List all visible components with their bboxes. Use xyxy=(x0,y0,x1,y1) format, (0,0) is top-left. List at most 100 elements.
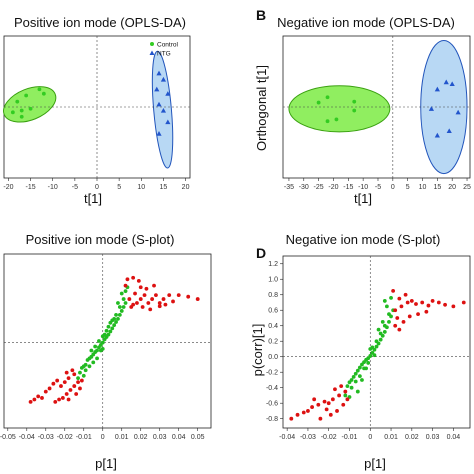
data-point xyxy=(426,303,431,308)
data-point xyxy=(352,108,357,113)
data-point xyxy=(345,397,350,402)
data-point xyxy=(335,409,339,413)
x-tick-label: 0.03 xyxy=(426,434,440,441)
x-tick-label: 10 xyxy=(137,184,145,191)
data-point xyxy=(117,305,122,309)
x-tick-label: -15 xyxy=(26,184,36,191)
x-tick-label: 15 xyxy=(160,184,168,191)
data-point xyxy=(127,297,132,301)
data-point xyxy=(36,394,41,399)
y-tick-label: 0.4 xyxy=(268,323,278,330)
x-tick-label: -5 xyxy=(72,184,78,191)
data-point xyxy=(455,109,461,115)
y-tick-label: -0.4 xyxy=(266,385,278,392)
x-tick-label: -35 xyxy=(284,184,294,191)
data-point xyxy=(123,289,128,294)
data-point xyxy=(68,388,73,392)
data-point xyxy=(357,365,362,370)
data-point xyxy=(116,316,120,321)
y-tick-label: -0.6 xyxy=(266,401,278,408)
data-point xyxy=(349,378,354,382)
data-point xyxy=(434,86,440,92)
data-point xyxy=(89,348,94,353)
data-point xyxy=(138,285,143,290)
data-point xyxy=(160,107,167,113)
legend-marker xyxy=(150,42,154,46)
x-tick-label: 0 xyxy=(101,434,105,441)
data-point xyxy=(131,275,136,280)
data-point xyxy=(91,360,96,365)
data-point xyxy=(160,76,167,82)
data-point xyxy=(334,117,339,122)
data-point xyxy=(87,364,92,369)
data-point xyxy=(41,91,46,96)
data-point xyxy=(360,378,364,382)
data-point xyxy=(156,101,162,107)
data-point xyxy=(121,297,126,301)
data-point xyxy=(74,392,79,396)
data-point xyxy=(393,308,398,313)
data-point xyxy=(114,320,118,324)
plot-frame xyxy=(282,255,471,429)
data-point xyxy=(57,397,61,402)
data-point xyxy=(407,314,412,319)
data-point xyxy=(19,108,24,113)
data-point xyxy=(428,106,435,111)
x-tick-label: 0.05 xyxy=(191,434,205,441)
x-tick-label: 0.04 xyxy=(447,434,461,441)
data-point xyxy=(78,370,82,375)
data-point xyxy=(337,393,341,398)
x-tick-label: -0.05 xyxy=(0,434,16,441)
x-tick-label: 20 xyxy=(182,184,190,191)
data-point xyxy=(108,329,113,334)
data-point xyxy=(176,293,181,298)
data-point xyxy=(451,304,456,309)
data-point xyxy=(366,361,371,365)
x-tick-label: -0.03 xyxy=(38,434,54,441)
data-point xyxy=(345,384,350,389)
data-point xyxy=(131,302,136,307)
data-point xyxy=(144,286,149,291)
legend-entry: NTG xyxy=(157,50,171,57)
data-point xyxy=(133,291,137,296)
data-point xyxy=(152,283,156,288)
data-point xyxy=(100,347,105,351)
data-point xyxy=(112,316,117,321)
data-point xyxy=(368,347,373,351)
data-point xyxy=(322,399,327,404)
x-tick-label: 20 xyxy=(448,184,456,191)
x-tick-label: 5 xyxy=(406,184,410,191)
data-point xyxy=(163,302,168,307)
data-point xyxy=(81,373,86,378)
data-point xyxy=(116,301,120,305)
chart-negative-splot: Negative ion mode (S-plot) p[1] p(corr)[… xyxy=(250,232,471,471)
x-tick-label: -10 xyxy=(48,184,58,191)
data-point xyxy=(339,384,344,389)
legend-entry: Control xyxy=(157,41,179,48)
data-point xyxy=(62,380,67,385)
data-point xyxy=(195,297,200,301)
data-point xyxy=(171,299,175,304)
x-tick-label: -0.04 xyxy=(279,434,295,441)
data-point xyxy=(316,100,321,105)
y-axis-label: p(corr)[1] xyxy=(250,324,265,377)
data-point xyxy=(110,326,115,331)
data-point xyxy=(434,132,440,138)
data-point xyxy=(142,293,147,298)
data-point xyxy=(60,396,65,400)
data-point xyxy=(289,416,294,421)
data-point xyxy=(104,328,109,333)
data-point xyxy=(100,334,105,339)
data-point xyxy=(343,393,348,398)
data-point xyxy=(312,397,317,402)
plot-frame xyxy=(3,253,212,429)
data-point xyxy=(51,381,56,386)
data-point xyxy=(414,302,418,306)
data-point xyxy=(117,313,122,317)
x-axis-label: p[1] xyxy=(364,456,386,471)
data-point xyxy=(405,300,410,305)
data-point xyxy=(424,309,429,314)
data-point xyxy=(28,400,33,404)
data-point xyxy=(19,114,24,119)
y-tick-label: 0.0 xyxy=(268,354,278,361)
